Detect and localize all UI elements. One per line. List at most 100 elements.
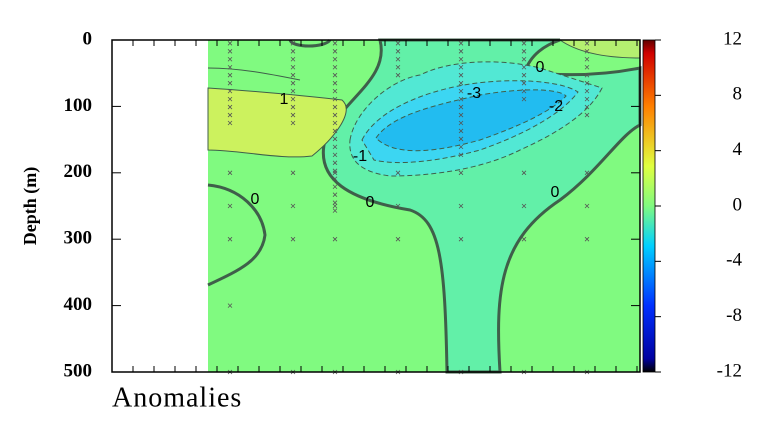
sample-marker: [458, 41, 464, 46]
sample-marker: [458, 128, 464, 134]
sample-marker: [584, 80, 590, 86]
sample-marker: [521, 96, 527, 102]
sample-marker: [584, 49, 590, 54]
sample-marker: [521, 170, 527, 176]
sample-marker: [395, 49, 401, 54]
sample-marker: [332, 236, 338, 242]
colorbar-tick-label: 12: [723, 28, 742, 49]
sample-marker: [332, 170, 338, 176]
colorbar: [642, 39, 656, 373]
sample-marker: [227, 120, 233, 126]
sample-marker: [227, 303, 233, 308]
sample-marker: [395, 236, 401, 242]
y-axis-label: Depth (m): [20, 167, 41, 246]
sample-marker: [458, 56, 464, 62]
y-tick-label: 400: [64, 294, 93, 315]
sample-marker: [458, 170, 464, 176]
sample-marker: [458, 49, 464, 54]
sample-marker: [290, 88, 296, 94]
sample-marker: [290, 56, 296, 62]
contour-label: 0: [251, 191, 260, 208]
sample-marker: [458, 88, 464, 94]
sample-marker: [584, 96, 590, 102]
sample-marker: [290, 112, 296, 118]
sample-marker: [458, 96, 464, 102]
sample-marker: [332, 144, 338, 150]
sample-marker: [332, 160, 338, 166]
y-tick-label: 500: [64, 360, 93, 381]
sample-marker: [332, 176, 338, 182]
sample-marker: [227, 104, 233, 110]
contour-label: -3: [467, 85, 481, 102]
contour-label: 0: [551, 184, 560, 201]
sample-marker: [332, 112, 338, 118]
sample-marker: [290, 170, 296, 176]
sample-marker: [332, 152, 338, 158]
sample-marker: [227, 80, 233, 86]
sample-marker: [227, 170, 233, 176]
sample-marker: [458, 203, 464, 209]
sample-marker: [332, 88, 338, 94]
sample-marker: [227, 203, 233, 209]
sample-marker: [395, 64, 401, 70]
sample-marker: [290, 203, 296, 209]
sample-marker: [227, 64, 233, 70]
sample-marker: [227, 88, 233, 94]
sample-marker: [584, 104, 590, 110]
sample-marker: [584, 236, 590, 242]
sample-marker: [458, 144, 464, 150]
sample-marker: [458, 120, 464, 126]
chart-title: Anomalies: [112, 382, 242, 413]
sample-marker: [584, 88, 590, 94]
colorbar-tick-label: 0: [733, 194, 743, 215]
sample-marker: [332, 136, 338, 142]
colorbar-tick-label: 4: [733, 139, 743, 160]
sample-marker: [458, 136, 464, 142]
sample-marker: [521, 72, 527, 78]
sample-marker: [332, 72, 338, 78]
y-tick-label: 0: [83, 28, 93, 49]
sample-marker: [290, 120, 296, 126]
sample-marker: [521, 41, 527, 46]
sample-marker: [290, 104, 296, 110]
sample-marker: [290, 236, 296, 242]
colorbar-tick-label: 8: [733, 84, 743, 105]
sample-marker: [584, 170, 590, 176]
colorbar-tick-label: -12: [717, 360, 742, 381]
sample-marker: [227, 41, 233, 46]
sample-marker: [458, 80, 464, 86]
sample-marker: [521, 56, 527, 62]
sample-marker: [227, 56, 233, 62]
sample-marker: [332, 184, 338, 190]
contour-line: [207, 67, 301, 81]
sample-marker: [521, 236, 527, 242]
y-tick-label: 300: [64, 228, 93, 249]
sample-marker: [227, 96, 233, 102]
sample-marker: [521, 80, 527, 86]
sample-marker: [332, 192, 338, 197]
y-tick-label: 200: [64, 161, 93, 182]
sample-marker: [332, 41, 338, 46]
sample-marker: [458, 64, 464, 70]
sample-marker: [521, 64, 527, 70]
plot-frame: [111, 39, 641, 373]
colorbar-tick-label: -8: [726, 305, 742, 326]
contour-label: -2: [549, 98, 563, 115]
sample-marker: [332, 208, 338, 213]
sample-marker: [290, 41, 296, 46]
contour-label: -1: [353, 148, 367, 165]
contour-label: 0: [366, 194, 375, 211]
sample-marker: [521, 49, 527, 54]
sample-marker: [332, 96, 338, 102]
sample-marker: [395, 41, 401, 46]
sample-marker: [332, 64, 338, 70]
colorbar-tick-label: -4: [726, 250, 742, 271]
contour-label: 0: [536, 59, 545, 76]
y-tick-label: 100: [64, 95, 93, 116]
sample-marker: [332, 200, 338, 205]
sample-marker: [332, 128, 338, 134]
sample-marker: [332, 203, 338, 209]
sample-marker: [521, 88, 527, 94]
